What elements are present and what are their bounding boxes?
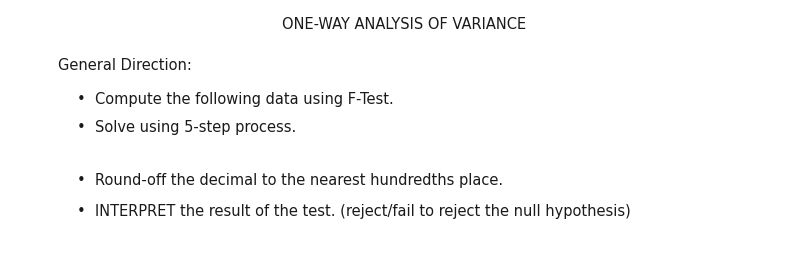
Text: General Direction:: General Direction:: [58, 58, 192, 73]
Text: Round-off the decimal to the nearest hundredths place.: Round-off the decimal to the nearest hun…: [95, 173, 503, 188]
Text: •: •: [77, 204, 85, 219]
Text: ONE-WAY ANALYSIS OF VARIANCE: ONE-WAY ANALYSIS OF VARIANCE: [282, 17, 526, 32]
Text: •: •: [77, 173, 85, 188]
Text: INTERPRET the result of the test. (reject/fail to reject the null hypothesis): INTERPRET the result of the test. (rejec…: [95, 204, 631, 219]
Text: •: •: [77, 120, 85, 135]
Text: Compute the following data using F-Test.: Compute the following data using F-Test.: [95, 92, 394, 107]
Text: Solve using 5-step process.: Solve using 5-step process.: [95, 120, 297, 135]
Text: •: •: [77, 92, 85, 107]
